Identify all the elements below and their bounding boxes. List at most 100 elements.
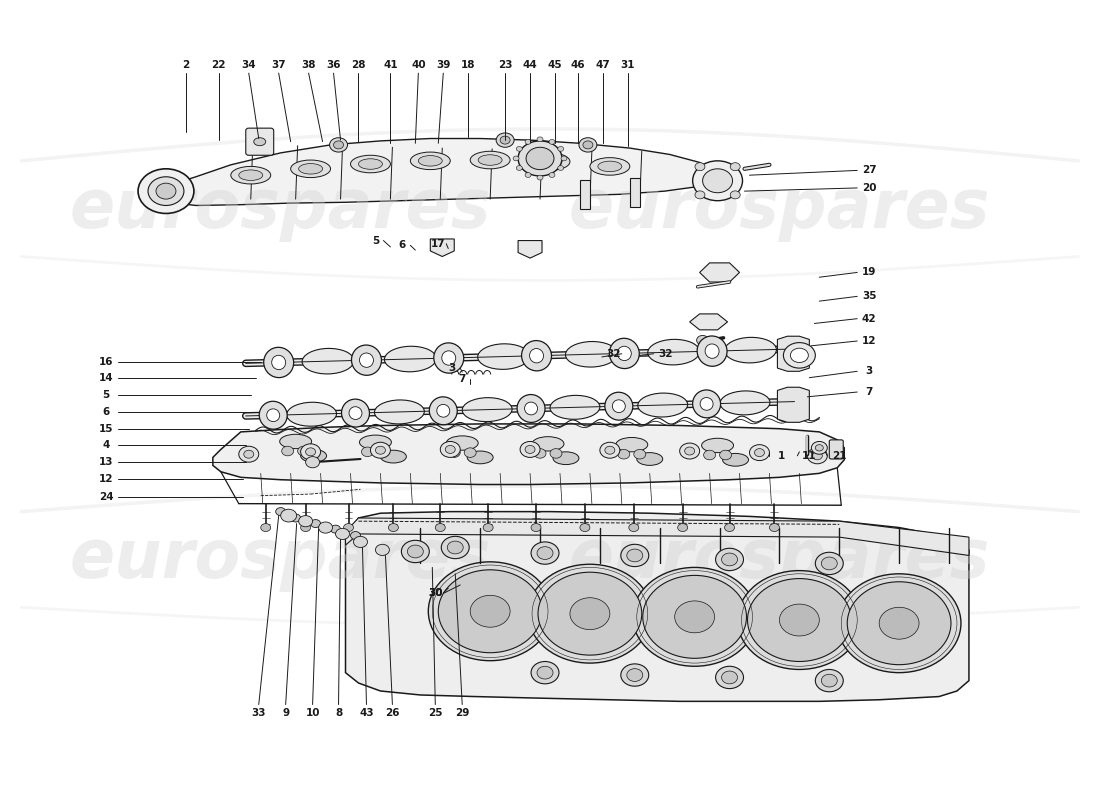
Ellipse shape — [302, 349, 354, 374]
Circle shape — [730, 191, 740, 199]
Circle shape — [725, 523, 735, 531]
Circle shape — [537, 546, 553, 559]
Circle shape — [362, 447, 373, 457]
Ellipse shape — [447, 436, 478, 450]
Circle shape — [538, 572, 641, 655]
Text: 27: 27 — [862, 166, 877, 175]
Circle shape — [261, 523, 271, 531]
Circle shape — [618, 450, 630, 459]
Ellipse shape — [697, 336, 727, 366]
Circle shape — [525, 139, 531, 144]
Circle shape — [244, 450, 254, 458]
Circle shape — [371, 442, 390, 458]
Circle shape — [528, 564, 651, 663]
Ellipse shape — [550, 395, 600, 419]
Ellipse shape — [287, 402, 337, 426]
Text: 6: 6 — [102, 407, 110, 417]
Polygon shape — [430, 239, 454, 257]
Text: 8: 8 — [334, 707, 342, 718]
Circle shape — [330, 138, 348, 152]
Text: 30: 30 — [428, 588, 442, 598]
Circle shape — [526, 147, 554, 170]
Text: 22: 22 — [211, 60, 227, 70]
Circle shape — [375, 544, 389, 555]
Ellipse shape — [478, 154, 502, 166]
Ellipse shape — [298, 163, 322, 174]
Circle shape — [537, 137, 543, 142]
Ellipse shape — [279, 434, 311, 449]
Circle shape — [483, 523, 493, 531]
Circle shape — [632, 567, 757, 666]
Circle shape — [298, 515, 312, 526]
Ellipse shape — [617, 346, 631, 361]
Text: 35: 35 — [862, 291, 877, 302]
Text: 40: 40 — [411, 60, 426, 70]
Circle shape — [402, 540, 429, 562]
Ellipse shape — [720, 391, 770, 415]
Text: 18: 18 — [461, 60, 475, 70]
Text: 5: 5 — [102, 390, 110, 400]
Ellipse shape — [341, 399, 370, 427]
Circle shape — [441, 536, 470, 558]
Circle shape — [696, 335, 708, 345]
Text: 9: 9 — [282, 707, 289, 718]
Circle shape — [537, 666, 553, 679]
Ellipse shape — [359, 158, 383, 170]
Circle shape — [716, 548, 744, 570]
Ellipse shape — [538, 156, 562, 167]
Text: eurospares: eurospares — [70, 176, 492, 242]
Polygon shape — [630, 178, 640, 207]
Ellipse shape — [648, 339, 700, 365]
Ellipse shape — [521, 341, 551, 371]
Circle shape — [558, 166, 563, 170]
Text: 25: 25 — [428, 707, 442, 718]
Ellipse shape — [266, 409, 279, 422]
Circle shape — [377, 447, 389, 457]
Circle shape — [812, 442, 827, 454]
Text: 23: 23 — [498, 60, 513, 70]
Text: 20: 20 — [862, 183, 877, 193]
Text: 45: 45 — [548, 60, 562, 70]
Circle shape — [703, 169, 733, 193]
Circle shape — [407, 545, 424, 558]
Text: 3: 3 — [866, 366, 872, 376]
Circle shape — [306, 448, 316, 456]
Ellipse shape — [433, 343, 464, 373]
Text: 21: 21 — [832, 451, 847, 461]
Circle shape — [282, 446, 294, 456]
Circle shape — [716, 666, 744, 689]
Circle shape — [534, 449, 546, 458]
Ellipse shape — [468, 451, 493, 464]
Text: 39: 39 — [436, 60, 451, 70]
Text: 13: 13 — [99, 457, 113, 467]
Circle shape — [336, 528, 350, 539]
Ellipse shape — [384, 346, 437, 372]
Text: 16: 16 — [99, 357, 113, 366]
Circle shape — [290, 514, 300, 522]
Ellipse shape — [260, 402, 287, 429]
Circle shape — [561, 156, 566, 161]
Circle shape — [531, 662, 559, 684]
Circle shape — [446, 446, 455, 454]
Polygon shape — [345, 518, 969, 555]
Text: 32: 32 — [606, 349, 621, 358]
Circle shape — [605, 446, 615, 454]
Circle shape — [627, 549, 642, 562]
Text: eurospares: eurospares — [569, 526, 990, 593]
Text: 6: 6 — [398, 240, 406, 250]
Ellipse shape — [517, 394, 544, 422]
Circle shape — [815, 670, 844, 692]
Circle shape — [695, 162, 705, 170]
Circle shape — [550, 449, 562, 458]
Ellipse shape — [300, 450, 327, 462]
Circle shape — [531, 542, 559, 564]
Circle shape — [680, 443, 700, 459]
Polygon shape — [213, 424, 845, 485]
Ellipse shape — [525, 402, 538, 415]
Circle shape — [847, 582, 952, 665]
Text: 7: 7 — [866, 387, 873, 397]
Ellipse shape — [429, 397, 458, 425]
Ellipse shape — [702, 438, 734, 453]
Circle shape — [148, 177, 184, 206]
Text: 38: 38 — [301, 60, 316, 70]
